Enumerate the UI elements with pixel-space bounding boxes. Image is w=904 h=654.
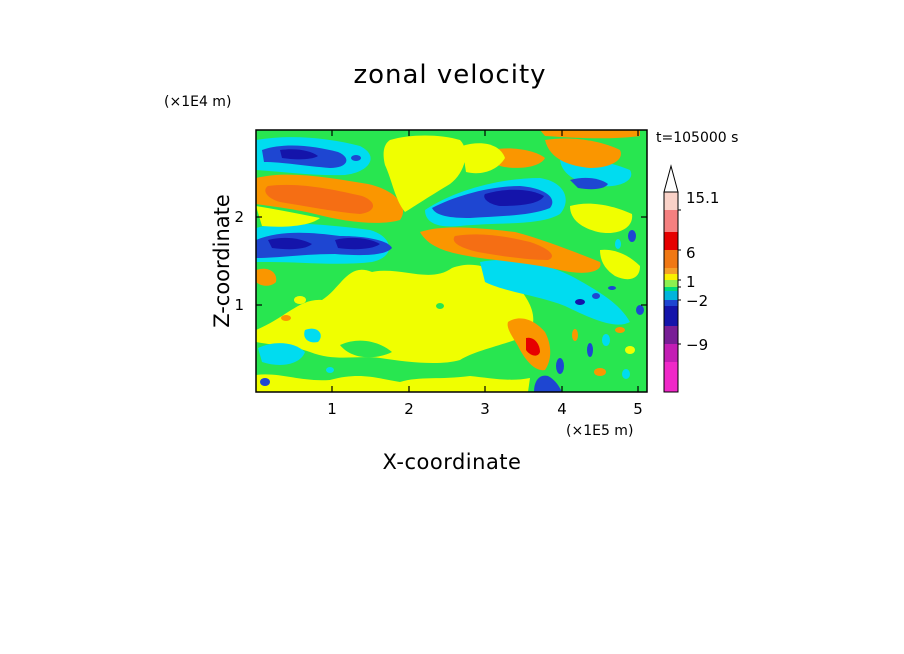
- field-orange-upper-right: [545, 138, 621, 168]
- field-cyan-lowmid: [304, 328, 321, 343]
- field-darkblue-left-band: [268, 237, 312, 250]
- field-green-patch: [340, 340, 392, 358]
- field-yellow-upper-center: [462, 143, 505, 174]
- x-tick-label: 1: [327, 400, 337, 418]
- colorbar-frame: [663, 191, 679, 393]
- colorbar-arrow: [663, 164, 679, 193]
- x-axis-label: X-coordinate: [382, 450, 522, 474]
- field-darkorange-center: [453, 234, 552, 260]
- y-tick-label: 2: [234, 208, 244, 226]
- colorbar-segment: [664, 268, 678, 274]
- x-axis-unit: (×1E5 m): [566, 423, 634, 439]
- colorbar-segment: [664, 306, 678, 326]
- x-tick-label: 3: [480, 400, 490, 418]
- colorbar-label: −9: [686, 336, 708, 354]
- colorbar-segment: [664, 192, 678, 210]
- field-darkblue-center: [484, 189, 544, 206]
- field-yellow-left: [256, 206, 320, 227]
- y-tick-label: 1: [234, 296, 244, 314]
- colorbar-segment: [664, 250, 678, 268]
- field-red-lower-right: [526, 337, 540, 356]
- colorbar-labels: 15.1 6 1 −2 −9: [686, 189, 719, 354]
- time-label: t=105000 s: [656, 130, 739, 146]
- colorbar-label: 6: [686, 244, 696, 262]
- colorbar-label: −2: [686, 292, 708, 310]
- x-tick-labels: 1 2 3 4 5: [327, 400, 643, 418]
- field-yellow-base: [256, 374, 530, 392]
- colorbar-segment: [664, 280, 678, 287]
- colorbar-segment: [664, 291, 678, 300]
- colorbar-segment: [664, 287, 678, 291]
- y-tick-labels: 1 2: [234, 208, 244, 314]
- field-cyan-right-band: [480, 259, 630, 325]
- x-tick-label: 2: [404, 400, 414, 418]
- x-tick-label: 5: [633, 400, 643, 418]
- field-darkblue-left-band-2: [335, 237, 380, 250]
- y-axis-unit: (×1E4 m): [164, 94, 232, 110]
- field-blue-right: [570, 177, 608, 190]
- field-small-cells: [260, 155, 644, 386]
- contour-field: [256, 130, 647, 392]
- x-tick-label: 4: [557, 400, 567, 418]
- colorbar: [663, 164, 681, 393]
- chart-title: zonal velocity: [353, 60, 547, 90]
- axis-ticks: [256, 130, 647, 392]
- field-yellow-mid-right: [570, 203, 633, 234]
- colorbar-segment: [664, 274, 678, 280]
- colorbar-segment: [664, 326, 678, 344]
- colorbar-segment: [664, 232, 678, 250]
- field-blue-bottom: [534, 375, 562, 392]
- colorbar-segment: [664, 362, 678, 392]
- field-darkorange-left: [265, 184, 374, 214]
- field-orange-upper-center: [490, 148, 545, 168]
- field-yellow-upper: [383, 135, 466, 212]
- field-yellow-right-strip: [600, 249, 640, 280]
- colorbar-label: 15.1: [686, 189, 719, 207]
- colorbar-label: 1: [686, 273, 696, 291]
- field-darkblue-top-left: [280, 149, 318, 160]
- colorbar-segment: [664, 210, 678, 232]
- colorbar-segment: [664, 300, 678, 306]
- plot-frame: [255, 129, 648, 393]
- field-orange-left-mid: [256, 268, 277, 286]
- field-cyan-lowleft: [258, 343, 305, 365]
- field-yellow-lower: [256, 264, 534, 364]
- field-orange-top-small: [540, 130, 640, 139]
- colorbar-segment: [664, 344, 678, 362]
